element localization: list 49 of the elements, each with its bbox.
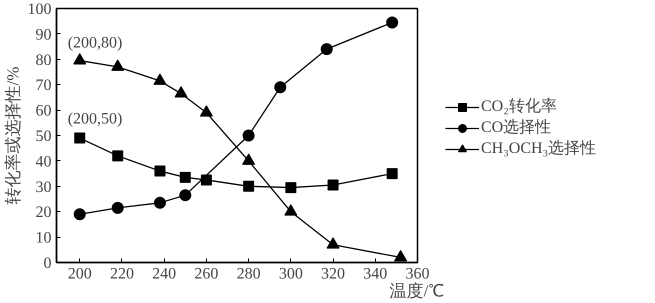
- y-tick-label: 40: [36, 153, 52, 170]
- annotation: (200,50): [68, 110, 122, 128]
- point: [386, 16, 398, 28]
- point: [179, 189, 192, 202]
- point: [112, 150, 124, 162]
- point: [320, 43, 333, 56]
- point: [153, 73, 166, 85]
- x-tick-label: 280: [236, 266, 261, 282]
- point: [154, 166, 166, 177]
- x-tick-label: 360: [406, 266, 430, 282]
- x-axis-title: 温度/℃: [390, 282, 444, 300]
- y-tick-label: 80: [36, 52, 52, 69]
- y-tick-label: 0: [44, 255, 52, 272]
- y-tick-label: 60: [36, 102, 52, 120]
- point: [174, 86, 188, 98]
- legend-label: CO₂转化率: [481, 96, 557, 117]
- point: [386, 168, 398, 180]
- y-tick-label: 30: [36, 178, 52, 196]
- point: [274, 81, 286, 94]
- x-tick-label: 300: [278, 266, 303, 282]
- point: [180, 172, 191, 183]
- point: [200, 174, 212, 186]
- y-tick-label: 90: [36, 26, 52, 44]
- legend-label: CH₃OCH₃选择性: [481, 138, 596, 159]
- point: [200, 105, 213, 117]
- x-tick-label: 240: [152, 266, 176, 282]
- point: [111, 59, 124, 71]
- y-tick-label: 50: [36, 128, 52, 145]
- point: [74, 208, 86, 220]
- y-axis-title: 转化率或选择性/%: [4, 66, 22, 204]
- y-tick-label: 10: [36, 230, 52, 247]
- y-tick-label: 100: [28, 1, 52, 18]
- point: [74, 132, 86, 144]
- point: [112, 202, 124, 214]
- x-tick-label: 340: [363, 266, 388, 282]
- point: [285, 182, 296, 194]
- point: [73, 53, 86, 65]
- x-tick-label: 200: [68, 266, 92, 282]
- point: [154, 196, 166, 209]
- y-tick-label: 70: [36, 77, 52, 94]
- legend-label: CO选择性: [481, 118, 552, 138]
- point: [243, 180, 254, 192]
- x-tick-label: 320: [321, 266, 346, 282]
- point: [328, 180, 339, 191]
- x-tick-label: 220: [110, 266, 134, 282]
- x-tick-label: 260: [194, 266, 218, 282]
- y-tick-label: 20: [36, 204, 52, 222]
- annotation: (200,80): [68, 34, 122, 52]
- point: [242, 130, 255, 142]
